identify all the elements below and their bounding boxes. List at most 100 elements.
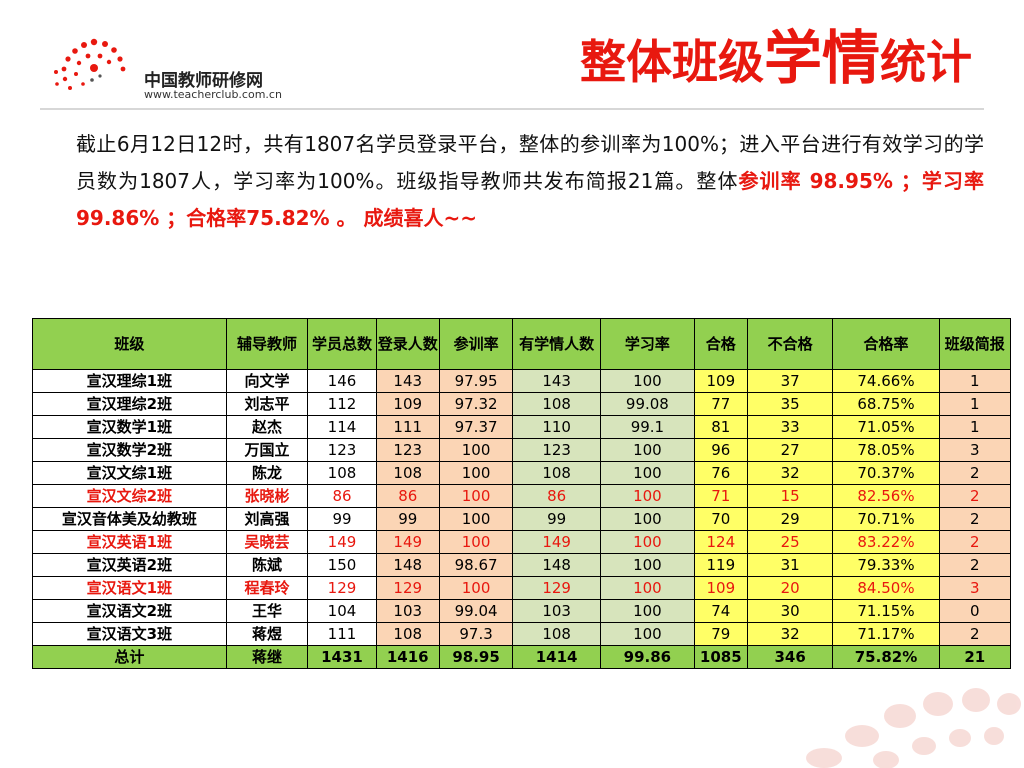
cell-total: 129 bbox=[307, 576, 377, 600]
cell-study-rate: 100 bbox=[599, 484, 695, 508]
teacherclub-logo[interactable]: 中国教师研修网 www.teacherclub.com.cn bbox=[48, 32, 298, 104]
table-row: 宣汉理综1班 向文学 146 143 97.95 143 100 109 37 74.66% 1 bbox=[32, 369, 1012, 393]
cell-pass: 109 bbox=[693, 369, 748, 393]
cell-total: 86 bbox=[307, 484, 377, 508]
cell-participation-rate: 100 bbox=[438, 484, 514, 508]
cell-participation-rate: 100 bbox=[438, 461, 514, 485]
intro-highlight: 参训率 98.95% ；学习率 99.86% ；合格率75.82% 。 成绩喜人… bbox=[76, 169, 985, 230]
cell-active-count: 129 bbox=[512, 576, 601, 600]
cell-active-count: 108 bbox=[512, 392, 601, 416]
cell-total: 104 bbox=[307, 599, 377, 623]
cell-active-count: 108 bbox=[512, 622, 601, 646]
cell-teacher: 向文学 bbox=[225, 369, 309, 393]
total-cell-study-rate: 99.86 bbox=[599, 645, 695, 669]
table-row: 宣汉语文1班 程春玲 129 129 100 129 100 109 20 84.50% 3 bbox=[32, 576, 1012, 600]
table-row: 宣汉文综2班 张晓彬 86 86 100 86 100 71 15 82.56% 2 bbox=[32, 484, 1012, 508]
cell-participation-rate: 97.37 bbox=[438, 415, 514, 439]
cell-study-rate: 100 bbox=[599, 530, 695, 554]
cell-study-rate: 99.08 bbox=[599, 392, 695, 416]
total-cell-teacher: 蒋继 bbox=[225, 645, 309, 669]
col-header-active-count: 有学情人数 bbox=[512, 318, 601, 370]
total-cell-pass: 1085 bbox=[693, 645, 748, 669]
cell-briefs: 1 bbox=[938, 392, 1012, 416]
cell-pass-rate: 71.05% bbox=[832, 415, 940, 439]
cell-teacher: 陈斌 bbox=[225, 553, 309, 577]
cell-fail: 33 bbox=[746, 415, 834, 439]
logo-url-text: www.teacherclub.com.cn bbox=[144, 88, 282, 101]
cell-study-rate: 100 bbox=[599, 553, 695, 577]
cell-active-count: 99 bbox=[512, 507, 601, 531]
cell-teacher: 刘志平 bbox=[225, 392, 309, 416]
table-row: 宣汉英语1班 吴晓芸 149 149 100 149 100 124 25 83.22% 2 bbox=[32, 530, 1012, 554]
cell-class: 宣汉理综2班 bbox=[32, 392, 227, 416]
cell-login: 143 bbox=[375, 369, 440, 393]
cell-active-count: 143 bbox=[512, 369, 601, 393]
cell-class: 宣汉语文3班 bbox=[32, 622, 227, 646]
cell-fail: 35 bbox=[746, 392, 834, 416]
cell-class: 宣汉语文2班 bbox=[32, 599, 227, 623]
cell-total: 149 bbox=[307, 530, 377, 554]
cell-class: 宣汉文综2班 bbox=[32, 484, 227, 508]
cell-fail: 25 bbox=[746, 530, 834, 554]
cell-fail: 30 bbox=[746, 599, 834, 623]
col-header-study-rate: 学习率 bbox=[599, 318, 695, 370]
cell-class: 宣汉语文1班 bbox=[32, 576, 227, 600]
cell-login: 129 bbox=[375, 576, 440, 600]
cell-total: 123 bbox=[307, 438, 377, 462]
cell-total: 112 bbox=[307, 392, 377, 416]
class-stats-table-wrapper: 班级 辅导教师 学员总数 登录人数 参训率 有学情人数 学习率 合格 不合格 合… bbox=[32, 318, 1012, 669]
cell-briefs: 2 bbox=[938, 461, 1012, 485]
table-total-row: 总计 蒋继 1431 1416 98.95 1414 99.86 1085 346 75.82% 2… bbox=[32, 645, 1012, 669]
cell-class: 宣汉英语2班 bbox=[32, 553, 227, 577]
cell-class: 宣汉文综1班 bbox=[32, 461, 227, 485]
cell-teacher: 赵杰 bbox=[225, 415, 309, 439]
total-cell-fail: 346 bbox=[746, 645, 834, 669]
cell-active-count: 110 bbox=[512, 415, 601, 439]
logo-cn-text: 中国教师研修网 bbox=[144, 71, 263, 91]
cell-pass: 96 bbox=[693, 438, 748, 462]
cell-login: 108 bbox=[375, 461, 440, 485]
cell-participation-rate: 97.95 bbox=[438, 369, 514, 393]
total-cell-participation-rate: 98.95 bbox=[438, 645, 514, 669]
cell-active-count: 86 bbox=[512, 484, 601, 508]
cell-teacher: 万国立 bbox=[225, 438, 309, 462]
total-cell-class: 总计 bbox=[32, 645, 227, 669]
cell-active-count: 108 bbox=[512, 461, 601, 485]
cell-participation-rate: 100 bbox=[438, 530, 514, 554]
table-row: 宣汉语文3班 蒋煜 111 108 97.3 108 100 79 32 71.17% 2 bbox=[32, 622, 1012, 646]
cell-pass: 124 bbox=[693, 530, 748, 554]
cell-participation-rate: 100 bbox=[438, 576, 514, 600]
cell-fail: 20 bbox=[746, 576, 834, 600]
col-header-total: 学员总数 bbox=[307, 318, 377, 370]
table-header-row: 班级 辅导教师 学员总数 登录人数 参训率 有学情人数 学习率 合格 不合格 合… bbox=[32, 318, 1012, 370]
title-part-2: 学情 bbox=[763, 24, 880, 92]
cell-pass: 109 bbox=[693, 576, 748, 600]
cell-study-rate: 100 bbox=[599, 507, 695, 531]
cell-briefs: 0 bbox=[938, 599, 1012, 623]
cell-briefs: 2 bbox=[938, 530, 1012, 554]
cell-briefs: 1 bbox=[938, 415, 1012, 439]
cell-briefs: 2 bbox=[938, 507, 1012, 531]
cell-pass-rate: 74.66% bbox=[832, 369, 940, 393]
cell-teacher: 张晓彬 bbox=[225, 484, 309, 508]
col-header-briefs: 班级简报 bbox=[938, 318, 1012, 370]
cell-briefs: 2 bbox=[938, 553, 1012, 577]
cell-teacher: 程春玲 bbox=[225, 576, 309, 600]
cell-login: 99 bbox=[375, 507, 440, 531]
cell-participation-rate: 100 bbox=[438, 507, 514, 531]
col-header-login: 登录人数 bbox=[375, 318, 440, 370]
cell-pass: 71 bbox=[693, 484, 748, 508]
cell-pass: 77 bbox=[693, 392, 748, 416]
cell-total: 111 bbox=[307, 622, 377, 646]
cell-study-rate: 100 bbox=[599, 622, 695, 646]
cell-login: 108 bbox=[375, 622, 440, 646]
cell-login: 109 bbox=[375, 392, 440, 416]
table-row: 宣汉文综1班 陈龙 108 108 100 108 100 76 32 70.37% 2 bbox=[32, 461, 1012, 485]
cell-participation-rate: 97.3 bbox=[438, 622, 514, 646]
cell-pass: 74 bbox=[693, 599, 748, 623]
cell-pass: 70 bbox=[693, 507, 748, 531]
cell-fail: 27 bbox=[746, 438, 834, 462]
cell-login: 103 bbox=[375, 599, 440, 623]
cell-briefs: 2 bbox=[938, 622, 1012, 646]
decorative-dots-icon bbox=[806, 688, 1021, 768]
